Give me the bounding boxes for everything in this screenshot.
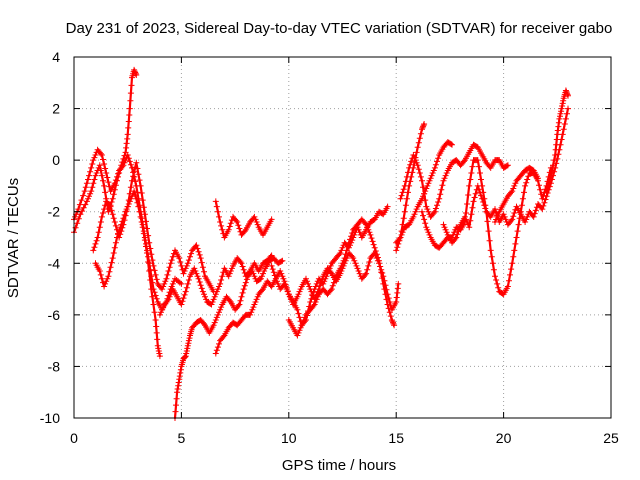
series-line (420, 159, 553, 296)
chart-title: Day 231 of 2023, Sidereal Day-to-day VTE… (66, 20, 613, 37)
series-G (212, 198, 275, 241)
series-E (156, 252, 275, 318)
plus-markers (543, 87, 571, 195)
x-tick-label: 25 (603, 430, 619, 446)
axis-ticks: 0 5 10 15 20 25 -10 -8 -6 -4 -2 0 2 4 (40, 49, 619, 446)
y-tick-label: -4 (48, 255, 61, 271)
series-J (285, 216, 398, 339)
x-tick-label: 5 (178, 430, 186, 446)
plus-markers (393, 139, 455, 246)
plus-markers (71, 146, 185, 313)
series-B (71, 146, 185, 313)
y-tick-label: 4 (52, 49, 60, 65)
series-P (543, 87, 571, 195)
x-tick-label: 20 (496, 430, 512, 446)
series-M (397, 141, 511, 220)
y-tick-label: 2 (52, 101, 60, 117)
plus-markers (492, 164, 541, 225)
data-series (71, 66, 571, 421)
x-tick-label: 0 (70, 430, 78, 446)
series-A (71, 66, 140, 236)
series-O (440, 105, 571, 246)
plus-markers (156, 252, 275, 318)
y-axis-label: SDTVAR / TECUs (5, 178, 22, 298)
plus-markers (212, 198, 275, 241)
grid (74, 57, 611, 418)
y-tick-label: -6 (48, 307, 61, 323)
y-tick-label: 0 (52, 152, 60, 168)
series-Q (492, 164, 541, 225)
plus-markers (397, 141, 511, 220)
x-tick-label: 10 (281, 430, 297, 446)
y-tick-label: -8 (48, 358, 61, 374)
plot-frame (73, 56, 612, 419)
plus-markers (285, 216, 398, 339)
plus-markers (92, 188, 163, 360)
plus-markers (419, 157, 554, 298)
series-D (92, 188, 163, 360)
series-N (419, 157, 554, 298)
y-tick-label: -2 (48, 204, 61, 220)
y-tick-label: -10 (40, 410, 60, 426)
plus-markers (71, 66, 140, 236)
plus-markers (440, 105, 571, 246)
x-tick-label: 15 (388, 430, 404, 446)
x-axis-label: GPS time / hours (282, 457, 396, 474)
